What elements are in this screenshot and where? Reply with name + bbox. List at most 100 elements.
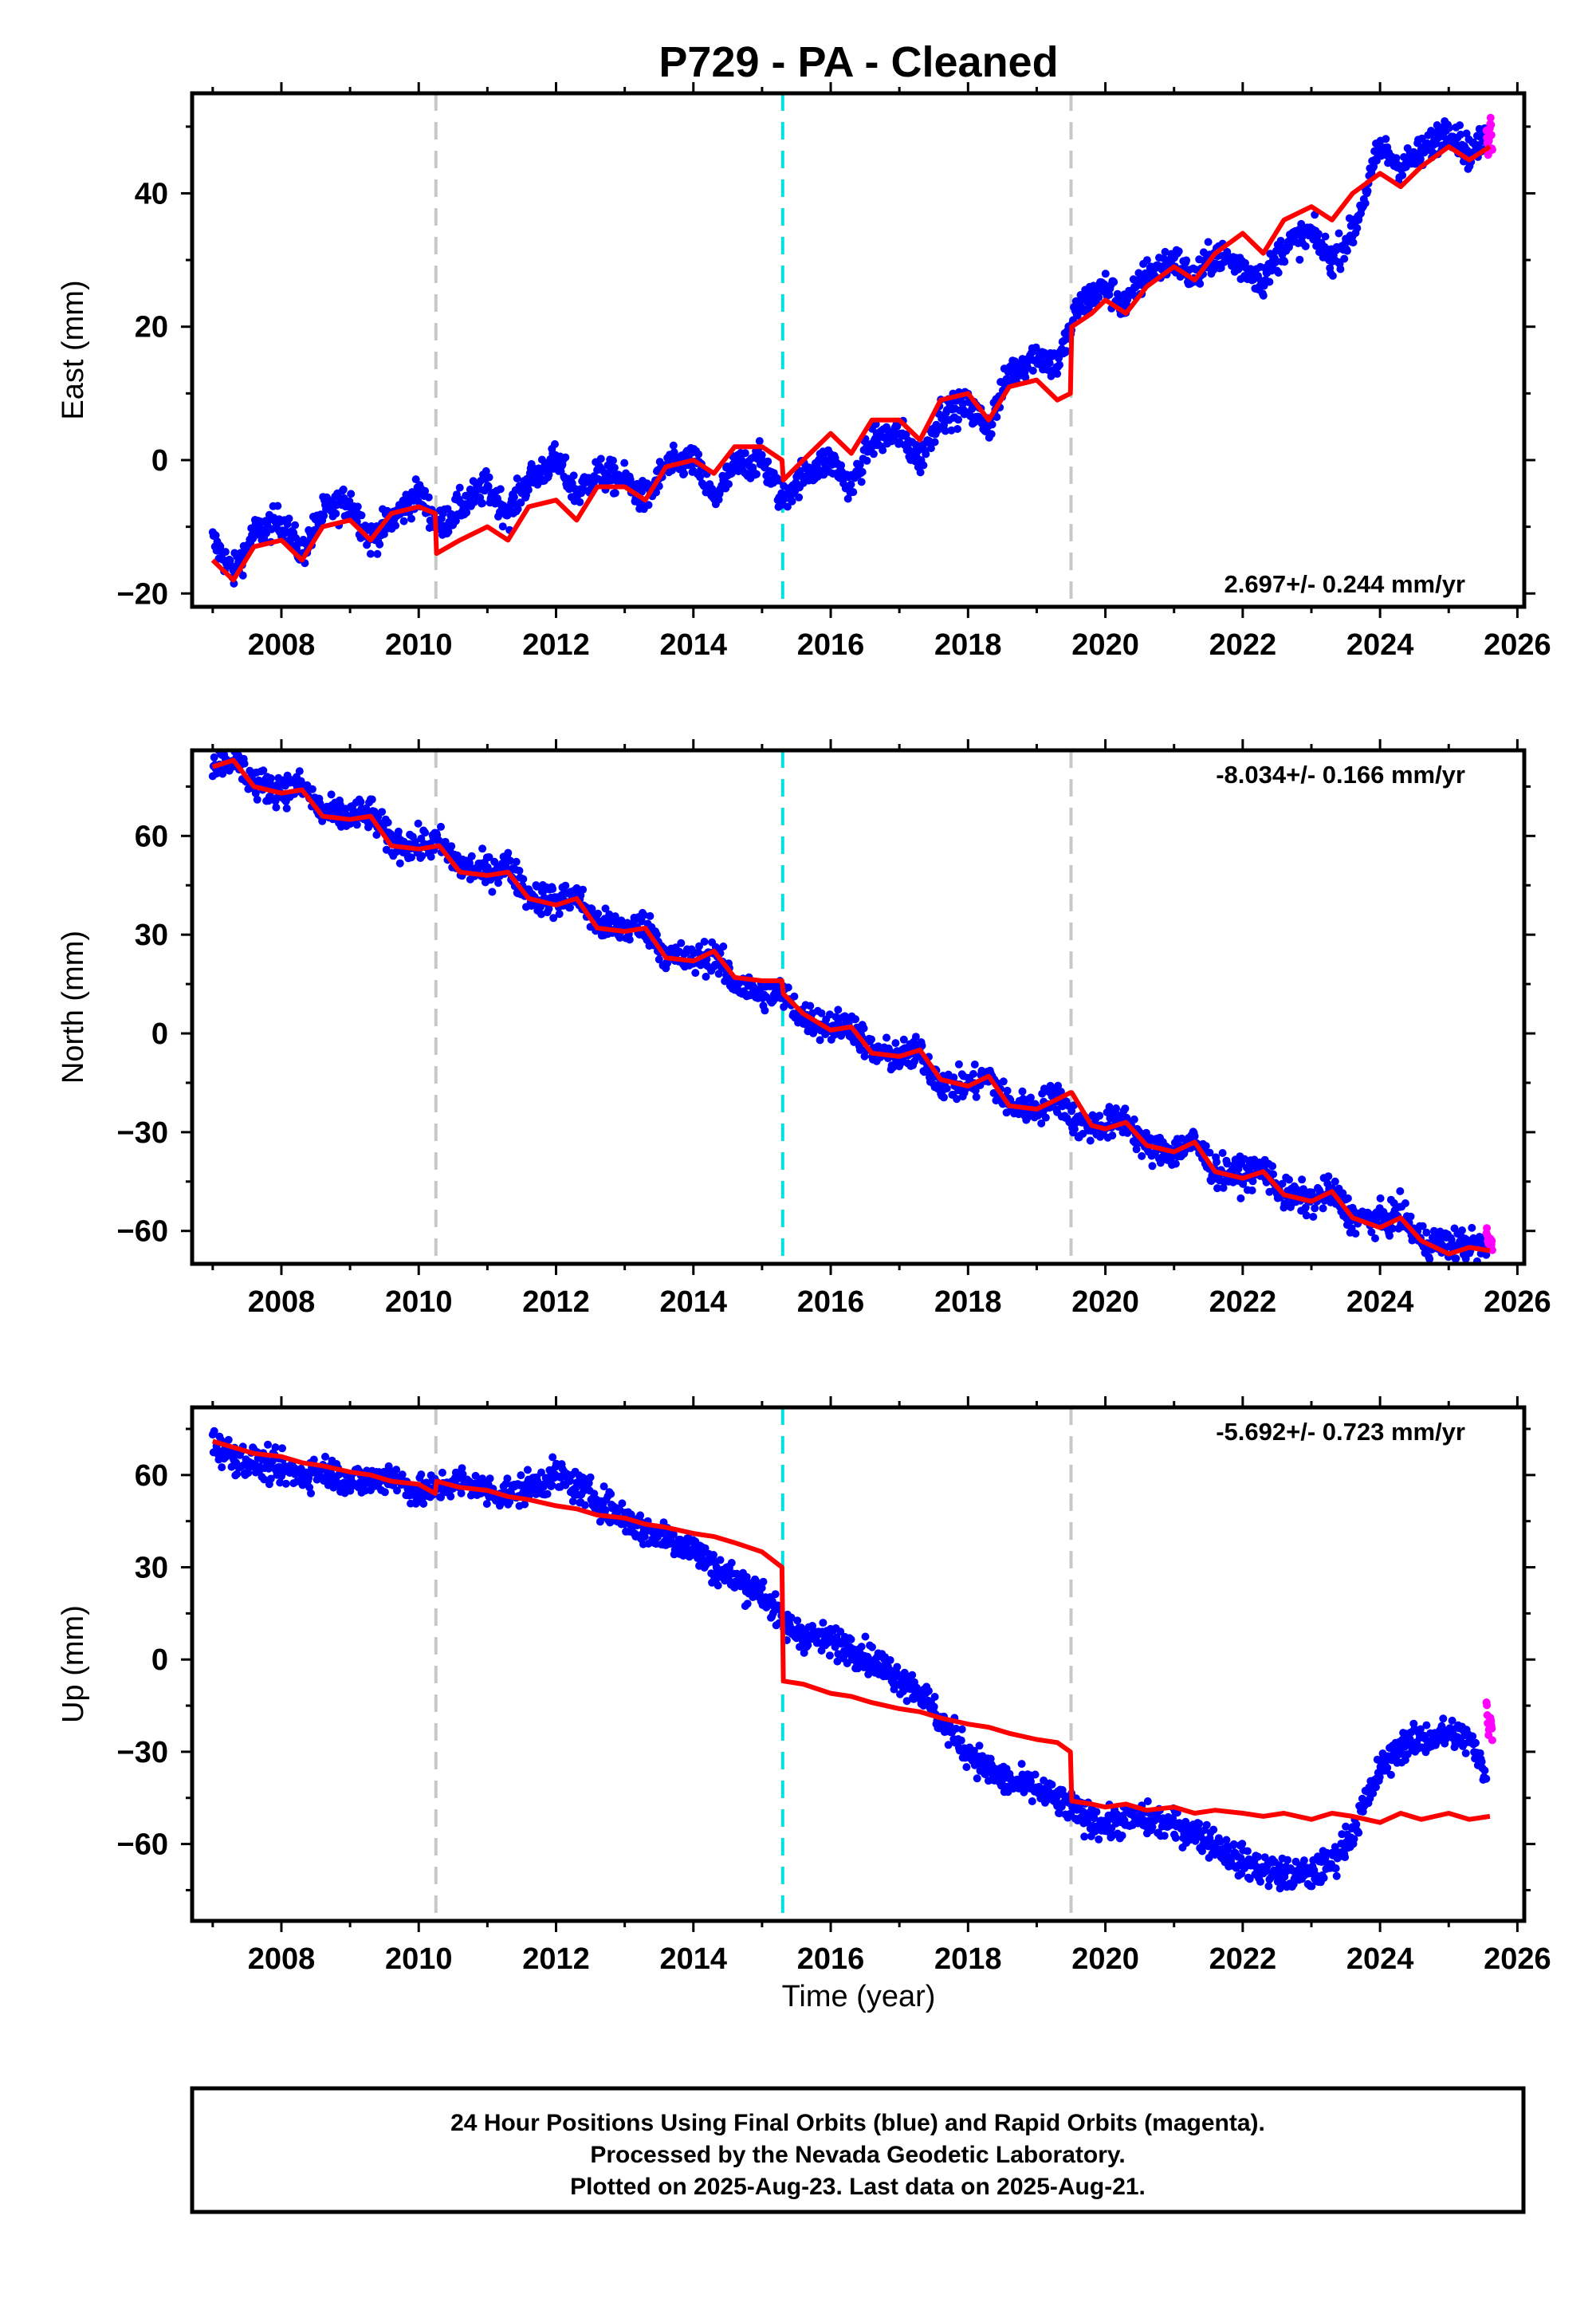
final-point (305, 1483, 314, 1492)
final-point (970, 1061, 979, 1068)
rapid-point (1487, 120, 1496, 129)
final-point (588, 904, 596, 913)
final-point (783, 502, 792, 511)
final-point (515, 867, 524, 875)
final-orbit-points (208, 117, 1491, 588)
final-point (485, 473, 493, 482)
final-point (625, 935, 634, 944)
final-point (893, 1663, 902, 1671)
final-point (1343, 1194, 1352, 1202)
plot-area (208, 93, 1496, 607)
final-point (1204, 238, 1213, 246)
final-point (551, 440, 559, 448)
final-point (411, 475, 420, 484)
final-point (714, 495, 723, 504)
final-point (1169, 1814, 1177, 1823)
final-point (953, 425, 961, 433)
final-point (251, 789, 260, 797)
final-point (611, 489, 619, 498)
final-point (1386, 1231, 1394, 1240)
final-point (392, 1466, 401, 1474)
final-point (1248, 1186, 1256, 1194)
final-point (383, 818, 392, 827)
final-point (599, 1482, 608, 1491)
final-point (485, 1474, 494, 1483)
final-point (1028, 366, 1037, 375)
y-tick-label: 30 (135, 919, 168, 952)
final-point (911, 1033, 920, 1041)
final-point (908, 1671, 917, 1679)
final-point (1062, 347, 1071, 356)
final-point (1248, 1177, 1257, 1186)
final-point (891, 1039, 900, 1048)
final-point (653, 931, 661, 939)
final-point (1095, 1112, 1104, 1120)
final-point (555, 910, 564, 919)
final-point (611, 912, 619, 921)
final-point (1027, 1777, 1035, 1786)
final-point (393, 1486, 401, 1495)
final-point (1311, 1204, 1319, 1213)
y-tick-label: 0 (151, 444, 168, 478)
final-point (568, 1497, 577, 1505)
final-point (858, 467, 867, 476)
model-line (210, 144, 1492, 583)
final-point (455, 483, 464, 492)
final-point (1422, 1228, 1431, 1237)
final-point (1161, 247, 1169, 256)
final-point (638, 917, 646, 926)
final-point (1143, 1797, 1152, 1805)
final-point (1095, 1835, 1103, 1844)
final-point (793, 1616, 802, 1625)
plot-frame (190, 91, 1527, 609)
final-point (795, 493, 804, 502)
final-point (1182, 256, 1191, 265)
panel-up: 2008 2010 2012 2014 2016 2018 2020 2022 2024 2026… (57, 1396, 1551, 1976)
final-point (224, 1435, 233, 1444)
final-point (1268, 1162, 1277, 1171)
final-point (260, 1475, 269, 1484)
final-point (596, 1517, 604, 1526)
final-point (1209, 266, 1218, 274)
plot-frame (190, 748, 1527, 1266)
final-point (790, 992, 799, 1001)
final-point (1302, 1211, 1311, 1220)
final-point (233, 1470, 242, 1478)
rapid-point (1488, 1246, 1496, 1254)
final-point (579, 885, 588, 894)
final-point (320, 511, 328, 520)
final-point (272, 803, 281, 812)
final-point (1452, 1254, 1460, 1263)
final-point (394, 827, 403, 836)
final-point (1055, 1809, 1063, 1818)
final-point (1314, 230, 1323, 238)
x-tick-label: 2008 (248, 1285, 316, 1319)
final-point (620, 458, 629, 467)
final-point (836, 1627, 845, 1636)
final-orbit-points (208, 1427, 1491, 1893)
final-point (855, 460, 864, 469)
final-point (407, 853, 415, 862)
final-point (757, 1584, 766, 1592)
final-point (1190, 1131, 1199, 1140)
final-point (902, 1697, 911, 1706)
final-point (743, 1600, 752, 1608)
final-point (618, 1499, 627, 1508)
final-point (561, 453, 570, 462)
final-point (764, 457, 772, 466)
final-point (834, 1005, 843, 1014)
final-point (1003, 1086, 1012, 1095)
final-point (1280, 258, 1289, 266)
y-tick-label: 20 (135, 311, 168, 344)
final-point (407, 514, 415, 523)
final-point (1205, 1148, 1214, 1157)
final-point (1053, 369, 1062, 378)
final-point (1401, 1199, 1409, 1207)
final-point (1351, 1230, 1360, 1238)
final-point (1301, 1203, 1310, 1212)
final-point (1092, 1808, 1101, 1816)
final-point (1349, 238, 1358, 247)
final-point (944, 1741, 953, 1749)
final-point (281, 1479, 290, 1488)
